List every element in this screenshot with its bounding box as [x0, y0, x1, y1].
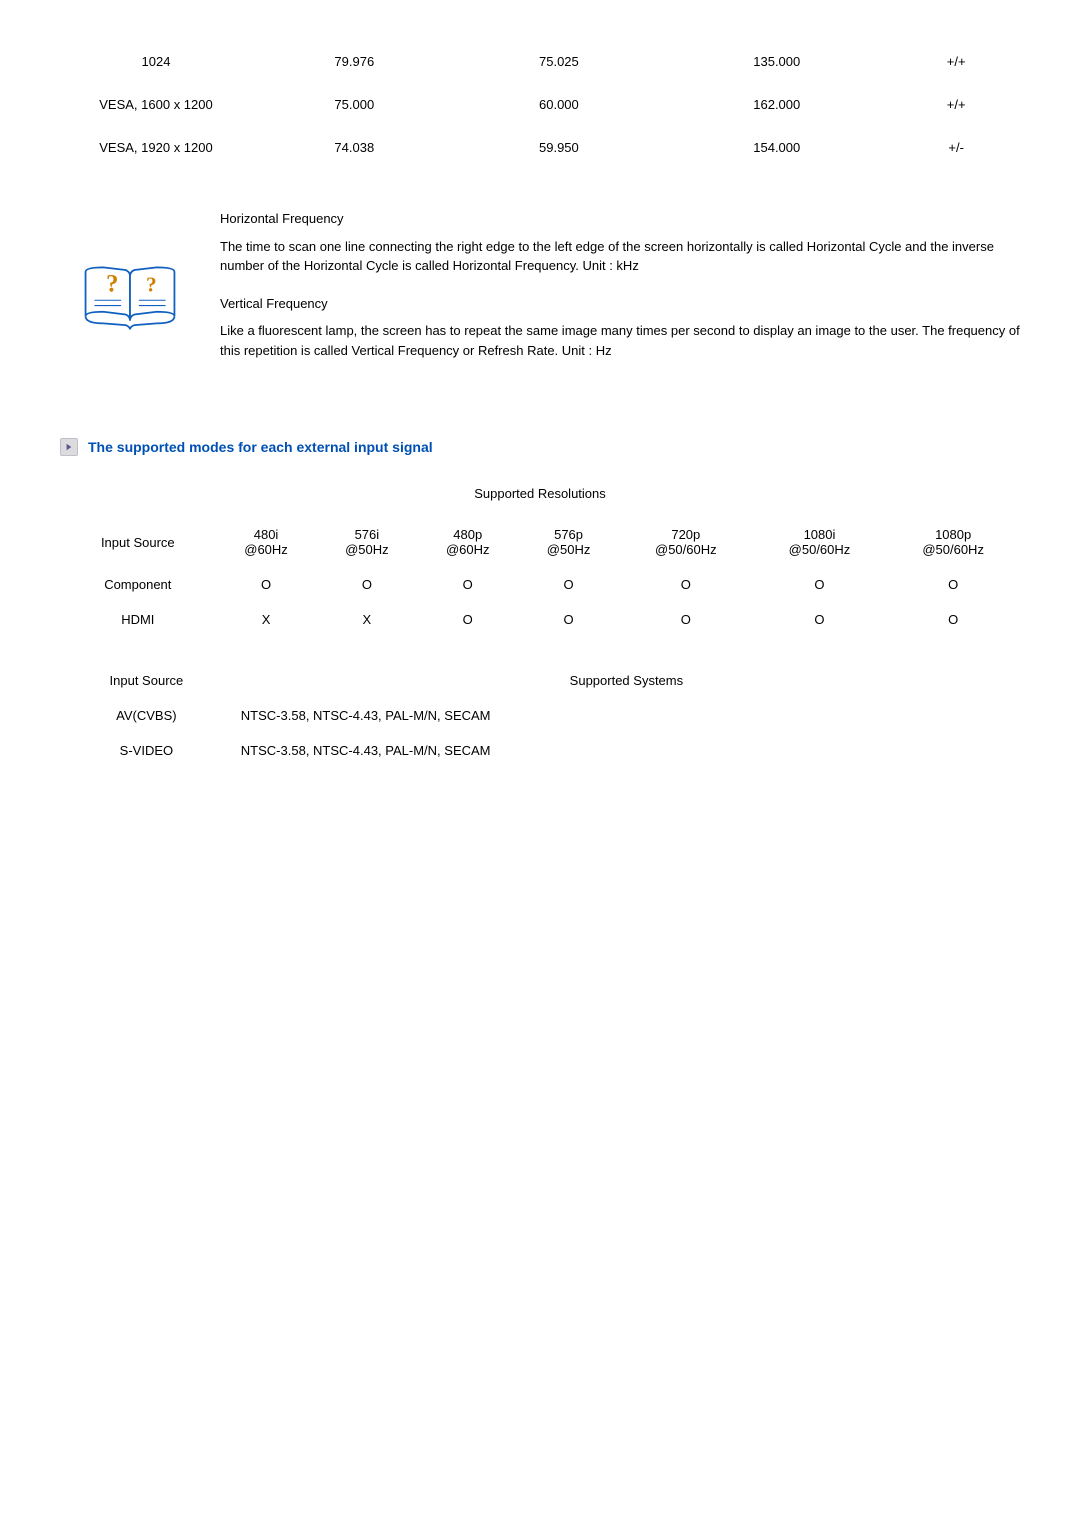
- col-header: Input Source: [60, 663, 233, 698]
- hf-title: Horizontal Frequency: [220, 209, 1020, 229]
- cell-sys: NTSC-3.58, NTSC-4.43, PAL-M/N, SECAM: [233, 698, 1020, 733]
- cell-vhz: 75.025: [457, 40, 662, 83]
- hf-body: The time to scan one line connecting the…: [220, 237, 1020, 276]
- vf-body: Like a fluorescent lamp, the screen has …: [220, 321, 1020, 360]
- arrow-bullet-icon: [60, 438, 78, 456]
- table-row: VESA, 1600 x 1200 75.000 60.000 162.000 …: [60, 83, 1020, 126]
- frequency-section: ? ? Horizontal Frequency The time to sca…: [60, 209, 1020, 378]
- table-header-row: Input Source 480i@60Hz 576i@50Hz 480p@60…: [60, 517, 1020, 567]
- cell-vhz: 60.000: [457, 83, 662, 126]
- col-header: Input Source: [60, 517, 216, 567]
- svg-text:?: ?: [146, 272, 157, 296]
- frequency-text: Horizontal Frequency The time to scan on…: [220, 209, 1020, 378]
- cell-val: O: [619, 567, 753, 602]
- vf-title: Vertical Frequency: [220, 294, 1020, 314]
- cell-hkhz: 79.976: [252, 40, 457, 83]
- col-header: 1080i@50/60Hz: [753, 517, 887, 567]
- cell-pol: +/+: [892, 83, 1020, 126]
- cell-val: O: [417, 567, 518, 602]
- cell-val: O: [316, 567, 417, 602]
- table-row: VESA, 1920 x 1200 74.038 59.950 154.000 …: [60, 126, 1020, 169]
- table-row: S-VIDEO NTSC-3.58, NTSC-4.43, PAL-M/N, S…: [60, 733, 1020, 768]
- cell-pclk: 154.000: [661, 126, 892, 169]
- table-row: AV(CVBS) NTSC-3.58, NTSC-4.43, PAL-M/N, …: [60, 698, 1020, 733]
- cell-vhz: 59.950: [457, 126, 662, 169]
- cell-hkhz: 75.000: [252, 83, 457, 126]
- col-header: 1080p@50/60Hz: [886, 517, 1020, 567]
- col-header: Supported Systems: [233, 663, 1020, 698]
- col-header: 480i@60Hz: [216, 517, 317, 567]
- cell-pol: +/-: [892, 126, 1020, 169]
- section-title: The supported modes for each external in…: [88, 439, 433, 455]
- cell-val: O: [619, 602, 753, 637]
- cell-mode: 1024: [60, 40, 252, 83]
- cell-src: S-VIDEO: [60, 733, 233, 768]
- col-header: 576i@50Hz: [316, 517, 417, 567]
- cell-val: O: [753, 567, 887, 602]
- cell-pclk: 162.000: [661, 83, 892, 126]
- resolutions-table: Input Source 480i@60Hz 576i@50Hz 480p@60…: [60, 517, 1020, 637]
- cell-val: O: [518, 567, 619, 602]
- resolutions-caption: Supported Resolutions: [60, 486, 1020, 501]
- table-header-row: Input Source Supported Systems: [60, 663, 1020, 698]
- cell-val: O: [417, 602, 518, 637]
- cell-val: X: [216, 602, 317, 637]
- systems-table: Input Source Supported Systems AV(CVBS) …: [60, 663, 1020, 768]
- cell-sys: NTSC-3.58, NTSC-4.43, PAL-M/N, SECAM: [233, 733, 1020, 768]
- col-header: 720p@50/60Hz: [619, 517, 753, 567]
- cell-val: O: [753, 602, 887, 637]
- table-row: HDMI X X O O O O O: [60, 602, 1020, 637]
- cell-hkhz: 74.038: [252, 126, 457, 169]
- cell-src: Component: [60, 567, 216, 602]
- table-row: 1024 79.976 75.025 135.000 +/+: [60, 40, 1020, 83]
- cell-src: HDMI: [60, 602, 216, 637]
- section-header: The supported modes for each external in…: [60, 438, 1020, 456]
- timing-table: 1024 79.976 75.025 135.000 +/+ VESA, 160…: [60, 40, 1020, 169]
- cell-val: O: [886, 567, 1020, 602]
- cell-val: O: [518, 602, 619, 637]
- cell-val: O: [216, 567, 317, 602]
- cell-pol: +/+: [892, 40, 1020, 83]
- cell-val: X: [316, 602, 417, 637]
- cell-src: AV(CVBS): [60, 698, 233, 733]
- book-question-icon: ? ?: [60, 209, 200, 378]
- col-header: 480p@60Hz: [417, 517, 518, 567]
- table-row: Component O O O O O O O: [60, 567, 1020, 602]
- svg-text:?: ?: [106, 270, 118, 297]
- cell-mode: VESA, 1600 x 1200: [60, 83, 252, 126]
- col-header: 576p@50Hz: [518, 517, 619, 567]
- cell-pclk: 135.000: [661, 40, 892, 83]
- cell-mode: VESA, 1920 x 1200: [60, 126, 252, 169]
- cell-val: O: [886, 602, 1020, 637]
